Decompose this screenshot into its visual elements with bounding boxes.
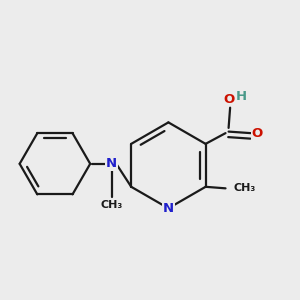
Text: CH₃: CH₃ (100, 200, 123, 210)
Text: H: H (236, 90, 247, 103)
Text: O: O (223, 93, 234, 106)
Text: N: N (106, 157, 117, 170)
Text: O: O (252, 127, 263, 140)
Text: CH₃: CH₃ (233, 183, 255, 193)
Text: N: N (163, 202, 174, 215)
